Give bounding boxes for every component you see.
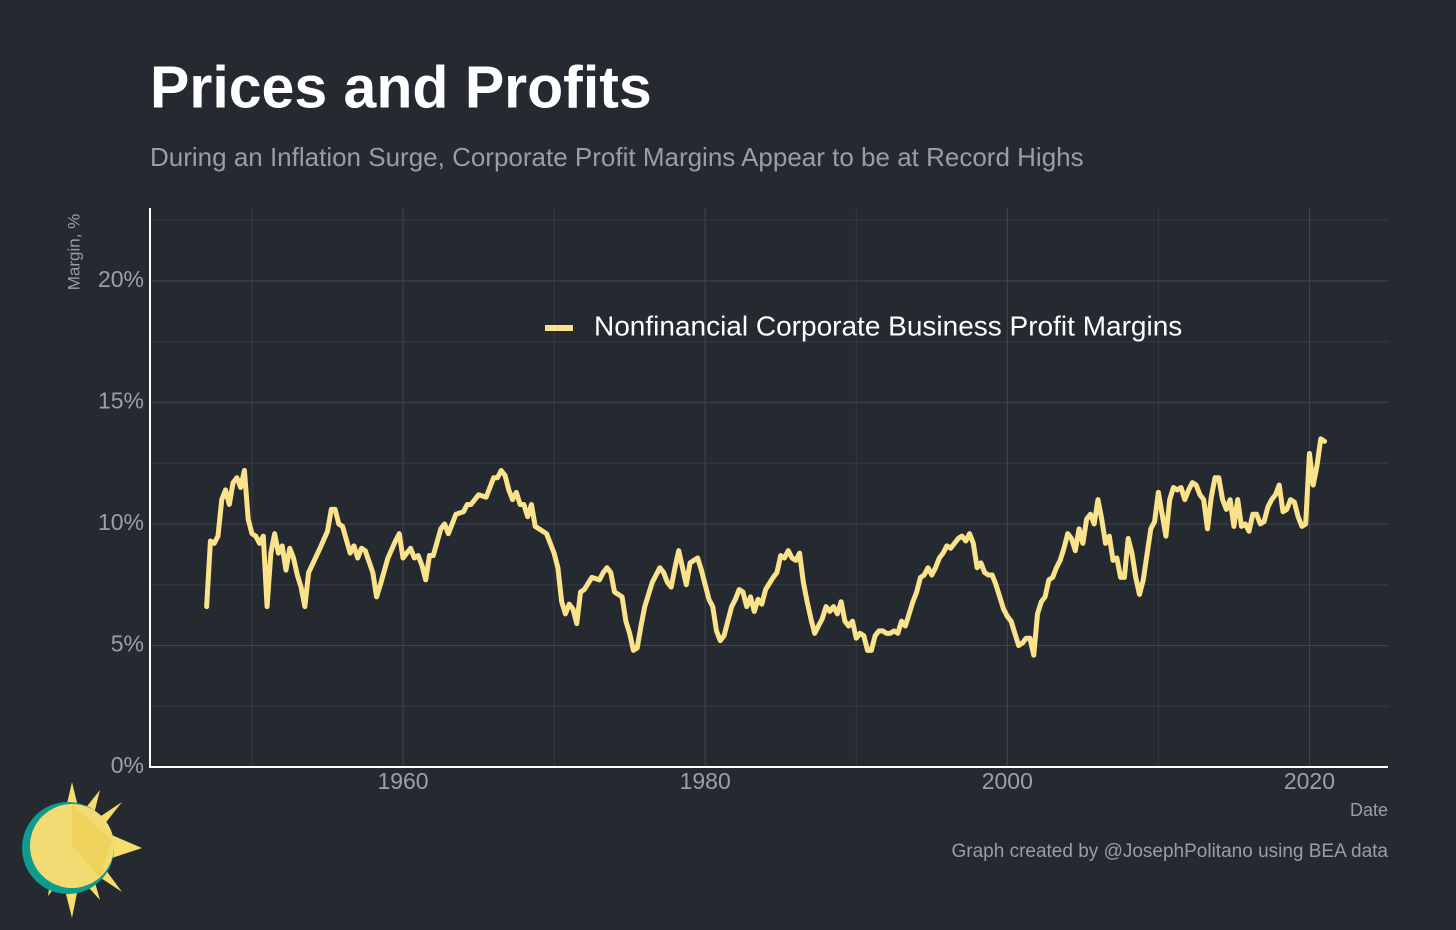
y-tick-label: 0%: [111, 752, 144, 778]
x-tick-label: 1960: [377, 768, 428, 794]
data-line: [204, 436, 1328, 658]
caption: Graph created by @JosephPolitano using B…: [951, 841, 1388, 862]
y-tick-label: 20%: [98, 266, 144, 292]
x-tick-label: 2020: [1284, 768, 1335, 794]
y-tick-label: 10%: [98, 509, 144, 535]
y-tick-label: 5%: [111, 631, 144, 657]
chart-subtitle: During an Inflation Surge, Corporate Pro…: [150, 142, 1084, 172]
x-tick-label: 1980: [680, 768, 731, 794]
y-tick-label: 15%: [98, 388, 144, 414]
y-axis-title: Margin, %: [64, 214, 83, 291]
x-axis-title: Date: [1350, 800, 1388, 820]
logo: [22, 782, 142, 918]
plot-area: 0% 5% 10% 15% 20% 1960 1980 2000 2020 Nonfinancia…: [98, 208, 1388, 794]
legend-label: Nonfinancial Corporate Business Profit M…: [594, 310, 1182, 341]
x-tick-label: 2000: [982, 768, 1033, 794]
chart-title: Prices and Profits: [150, 55, 652, 121]
